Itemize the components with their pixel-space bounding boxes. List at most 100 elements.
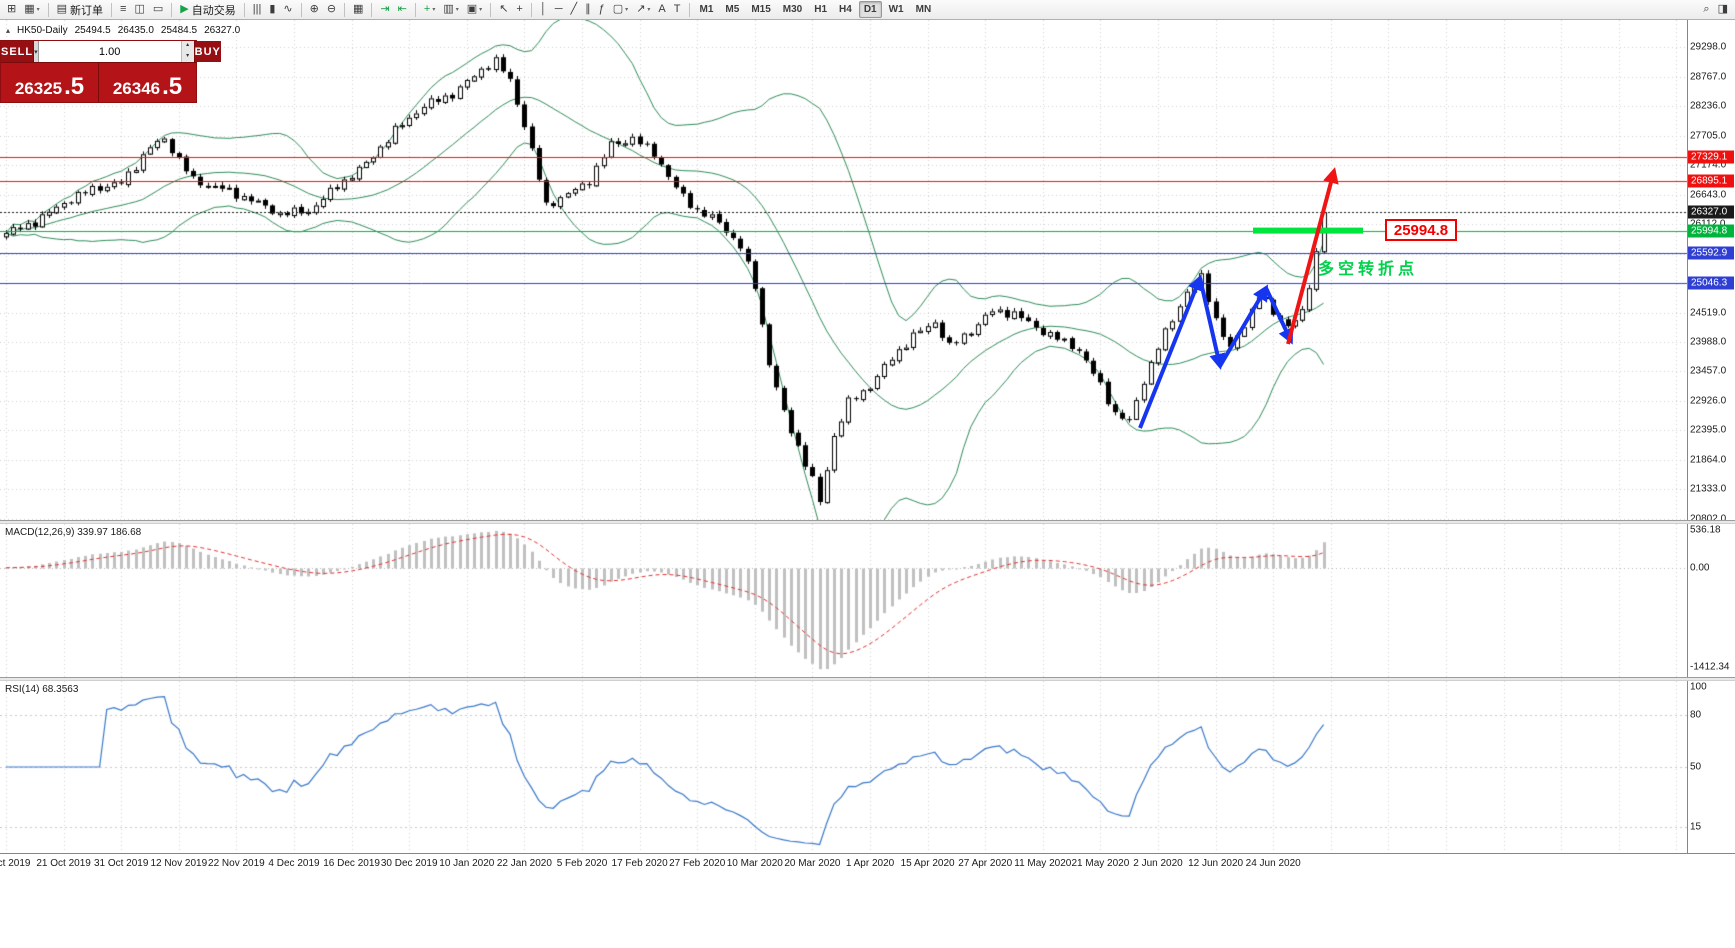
bar-chart-icon[interactable]: ||| (250, 1, 265, 18)
volume-input[interactable] (38, 41, 181, 62)
chevron-down-icon: ▾ (432, 7, 436, 13)
layout-icon: ◨ (1717, 3, 1728, 15)
timeframe-m1[interactable]: M1 (699, 4, 714, 15)
timeframe-m15[interactable]: M15 (751, 4, 771, 15)
price-chart-panel: ▴ HK50-Daily 25494.5 26435.0 25484.5 263… (0, 20, 1735, 520)
periods-icon[interactable]: ▥ ▾ (440, 1, 461, 18)
symbol-title: HK50-Daily (17, 25, 68, 36)
date-axis-label: 2 Jun 2020 (1133, 858, 1183, 869)
price-axis-label: 24519.0 (1690, 307, 1727, 318)
date-axis-label: 10 Jan 2020 (439, 858, 495, 869)
panel-separator[interactable] (0, 677, 1735, 681)
chevron-down-icon: ▾ (625, 7, 629, 13)
sell-button[interactable]: SELL (1, 41, 35, 62)
volume-preset-dropdown[interactable]: ▾ (34, 41, 39, 62)
layout-icon[interactable]: ◨ (1715, 1, 1731, 18)
equidistant-channel-icon[interactable]: ∥ (582, 1, 594, 18)
candlestick-chart-icon[interactable]: ▮ (266, 1, 278, 18)
templates-icon[interactable]: ▣ ▾ (464, 1, 485, 18)
timeframe-m5[interactable]: M5 (725, 4, 740, 15)
terminal-icon: ▭ (152, 3, 164, 15)
price-tag-current-price: 26327.0 (1688, 205, 1734, 219)
terminal-icon[interactable]: ▭ (150, 1, 166, 18)
text-label-icon[interactable]: T (671, 1, 684, 18)
buy-price[interactable]: 26346.5 (99, 63, 196, 102)
indicators-icon: + (423, 3, 431, 15)
arrows-icon[interactable]: ↗ ▾ (633, 1, 653, 18)
line-chart-icon[interactable]: ∿ (280, 1, 295, 18)
crosshair-icon[interactable]: + (513, 1, 525, 18)
price-callout[interactable]: 25994.8 (1385, 219, 1457, 241)
zoom-in-icon[interactable]: ⊕ (307, 1, 322, 18)
timeframe-m30[interactable]: M30 (782, 4, 803, 15)
new-order-button[interactable]: ▤ 新订单 (54, 1, 106, 18)
indicators-icon[interactable]: + ▾ (421, 1, 438, 18)
tile-windows-icon: ▦ (353, 3, 364, 15)
zoom-out-icon[interactable]: ⊖ (324, 1, 339, 18)
data-window-icon[interactable]: ◫ (131, 1, 147, 18)
text-label-icon: T (673, 3, 681, 15)
shapes-icon: ▢ (612, 3, 624, 15)
rsi-axis-label: 50 (1690, 761, 1702, 773)
chevron-down-icon: ▾ (36, 7, 40, 13)
text-icon[interactable]: A (655, 1, 668, 18)
rsi-axis-label: 15 (1690, 821, 1702, 833)
auto-trading-button[interactable]: ▶ 自动交易 (177, 1, 238, 18)
horizontal-line-icon[interactable]: ─ (552, 1, 566, 18)
shapes-icon[interactable]: ▢ ▾ (610, 1, 631, 18)
vertical-line-icon[interactable]: │ (537, 1, 550, 18)
templates-icon: ▣ (466, 3, 478, 15)
new-chart-icon[interactable]: ⊞ (4, 1, 19, 18)
search-icon[interactable]: ⌕ (1700, 1, 1712, 18)
cursor-icon[interactable]: ↖ (496, 1, 511, 18)
one-click-trading-panel: SELL ▾ ▴ ▾ BUY 26325.5 26346.5 (0, 40, 221, 103)
turning-point-label[interactable]: 多空转折点 (1318, 261, 1419, 278)
volume-up-button[interactable]: ▴ (181, 41, 194, 52)
date-axis-label: 1 Apr 2020 (845, 858, 895, 869)
chart-shift-icon[interactable]: ⇤ (395, 1, 410, 18)
price-axis-label: 27705.0 (1690, 130, 1727, 142)
toolbar-separator (300, 2, 302, 17)
data-window-icon: ◫ (134, 3, 145, 15)
tile-windows-icon[interactable]: ▦ (350, 1, 366, 18)
trade-panel-prices: 26325.5 26346.5 (1, 62, 196, 102)
chevron-down-icon: ▾ (455, 7, 459, 13)
price-integer: 26325 (14, 79, 63, 98)
auto-scroll-icon[interactable]: ⇥ (377, 1, 392, 18)
market-watch-icon[interactable]: ≡ (117, 1, 129, 18)
price-axis-label: 26112.0 (1690, 219, 1725, 230)
equidistant-channel-icon: ∥ (585, 3, 591, 15)
zoom-in-icon: ⊕ (309, 3, 319, 15)
panel-separator[interactable] (0, 520, 1735, 524)
price-axis-label: 26643.0 (1690, 189, 1727, 201)
volume-down-button[interactable]: ▾ (181, 51, 194, 62)
date-axis-label: 30 Dec 2019 (380, 858, 438, 869)
toolbar-separator (111, 2, 113, 17)
toolbar-separator (47, 2, 49, 17)
timeframe-mn[interactable]: MN (915, 4, 932, 15)
volume-stepper: ▴ ▾ (180, 41, 194, 62)
trendline-icon: ╱ (570, 3, 578, 15)
timeframe-w1[interactable]: W1 (888, 4, 904, 15)
macd-axis-label: 0.00 (1690, 562, 1710, 574)
timeframe-d1[interactable]: D1 (858, 1, 882, 18)
rsi-canvas[interactable] (0, 681, 1687, 853)
trendline-icon[interactable]: ╱ (568, 1, 581, 18)
rsi-axis-label: 80 (1690, 709, 1702, 721)
date-axis-label: 9 Oct 2019 (0, 858, 31, 869)
timeframe-h4[interactable]: H4 (839, 4, 852, 15)
macd-panel: MACD(12,26,9) 339.97 186.68 536.18 0.00 -1… (0, 524, 1735, 677)
chevron-down-icon: ▾ (479, 7, 483, 13)
macd-axis-label: 536.18 (1690, 524, 1721, 536)
chevron-down-icon: ▾ (647, 7, 651, 13)
sell-price[interactable]: 26325.5 (1, 63, 99, 102)
macd-canvas[interactable] (0, 524, 1687, 677)
price-tag-support: 25994.8 (1688, 224, 1734, 238)
toolbar-separator (414, 2, 416, 17)
buy-button[interactable]: BUY (193, 41, 221, 62)
price-chart-canvas[interactable] (0, 20, 1687, 520)
fibonacci-icon[interactable]: ƒ (596, 1, 608, 18)
chart-profiles-icon[interactable]: ▦ ▾ (21, 1, 42, 18)
timeframe-h1[interactable]: H1 (814, 4, 828, 15)
date-axis-label: 21 Oct 2019 (36, 858, 91, 869)
